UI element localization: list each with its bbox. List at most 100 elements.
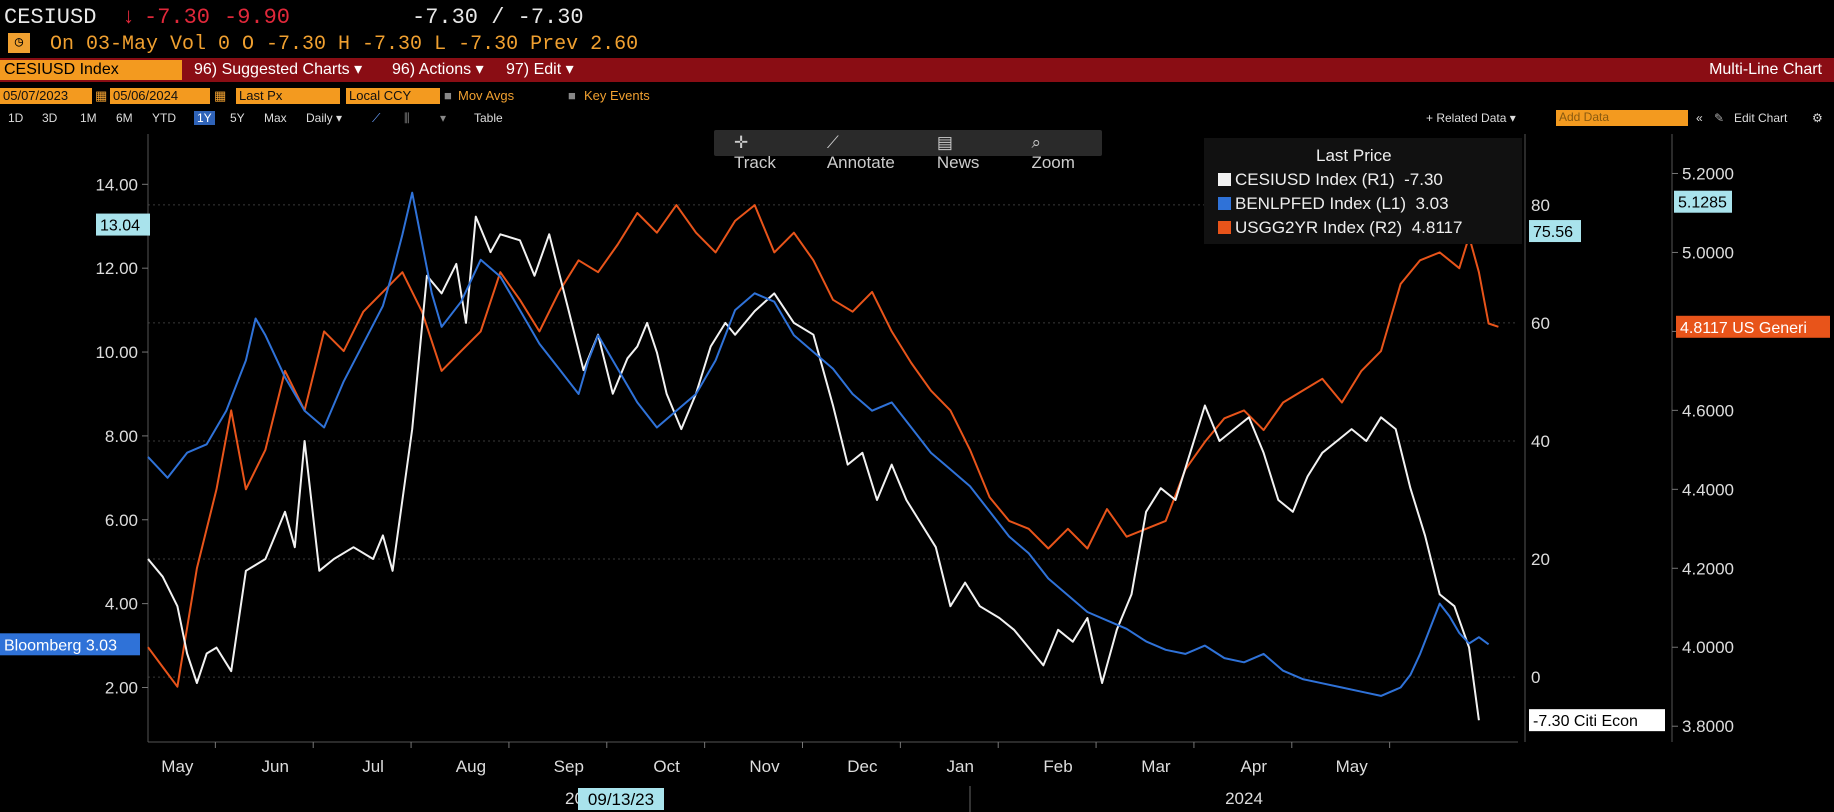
- edit-chart-button[interactable]: Edit Chart: [1734, 111, 1788, 125]
- legend-swatch: [1218, 221, 1231, 234]
- month-label: Jan: [947, 757, 974, 776]
- gear-icon[interactable]: ⚙: [1812, 111, 1823, 125]
- usgg2yr-line: [147, 204, 1499, 688]
- legend-item-benlpfed[interactable]: BENLPFED Index (L1) 3.03: [1218, 194, 1449, 214]
- cesiusd-value-tag: -7.30 Citi Econ: [1533, 713, 1638, 730]
- edit-menu[interactable]: 97) Edit ▾: [506, 61, 574, 78]
- quote-line: On 03-May Vol 0 O -7.30 H -7.30 L -7.30 …: [50, 33, 639, 56]
- r1-tick-label: 40: [1531, 432, 1550, 451]
- currency-select[interactable]: Local CCY: [346, 88, 440, 104]
- calendar-icon[interactable]: ▦: [214, 88, 227, 103]
- legend-label: CESIUSD Index (R1): [1235, 170, 1395, 189]
- legend-item-cesiusd[interactable]: CESIUSD Index (R1) -7.30: [1218, 170, 1443, 190]
- benlpfed-value-tag: Bloomberg 3.03: [4, 637, 117, 654]
- year-label: 2024: [1225, 789, 1263, 808]
- value-tags: -7.30 Citi Econ Bloomberg 3.03 4.8117 US G…: [0, 190, 1830, 732]
- crosshair-date-box: [578, 788, 664, 810]
- news-tool[interactable]: ▤ News: [917, 130, 1012, 172]
- chart-title: Multi-Line Chart: [1709, 61, 1822, 78]
- collapse-icon[interactable]: «: [1696, 111, 1703, 125]
- r2-crosshair-tag-box: [1674, 190, 1732, 213]
- down-arrow-icon: ↓: [122, 5, 136, 30]
- series-lines: [147, 191, 1499, 721]
- legend-value: 3.03: [1415, 194, 1449, 213]
- suggested-charts-menu[interactable]: 96) Suggested Charts ▾: [194, 61, 363, 78]
- month-label: Jul: [362, 757, 384, 776]
- news-icon: ▤: [936, 133, 953, 152]
- legend-item-usgg2yr[interactable]: USGG2YR Index (R2) 4.8117: [1218, 218, 1462, 238]
- security-field[interactable]: CESIUSD Index: [0, 60, 182, 80]
- pencil-icon: ⟋: [826, 133, 839, 152]
- bar-chart-icon[interactable]: ⫼: [404, 111, 410, 125]
- chevron-down-icon[interactable]: ▾: [440, 111, 447, 125]
- month-label: Apr: [1241, 757, 1268, 776]
- net-change: -9.90: [224, 5, 291, 30]
- annotate-tool[interactable]: ⟋ Annotate: [807, 130, 917, 172]
- r2-crosshair-tag: 5.1285: [1678, 195, 1727, 212]
- usgg2yr-value-tag-box: [1676, 315, 1830, 338]
- last-price: -7.30: [144, 5, 211, 30]
- add-data-input[interactable]: Add Data: [1556, 110, 1688, 126]
- l1-tick-label: 14.00: [95, 175, 138, 194]
- month-label: Feb: [1043, 757, 1072, 776]
- period-3d[interactable]: 3D: [42, 111, 58, 125]
- r2-tick-label: 5.2000: [1682, 164, 1734, 183]
- r2-tick-label: 4.4000: [1682, 480, 1734, 499]
- period-1d[interactable]: 1D: [8, 111, 24, 125]
- month-label: May: [161, 757, 194, 776]
- r1-tick-label: 20: [1531, 550, 1550, 569]
- pencil-icon[interactable]: ✎: [1714, 111, 1725, 125]
- legend: Last Price CESIUSD Index (R1) -7.30 BENL…: [1204, 138, 1522, 244]
- crosshair-date: 09/13/23: [588, 790, 654, 809]
- period-6m[interactable]: 6M: [116, 111, 133, 125]
- start-date-field[interactable]: 05/07/2023: [0, 88, 92, 104]
- zoom-tool[interactable]: ⌕ Zoom: [1011, 130, 1102, 172]
- legend-label: USGG2YR Index (R2): [1235, 218, 1403, 237]
- month-label: Sep: [554, 757, 584, 776]
- r1-tick-label: 80: [1531, 196, 1550, 215]
- track-tool[interactable]: ✛ Track: [714, 130, 807, 172]
- l1-tick-label: 10.00: [95, 343, 138, 362]
- month-label: May: [1336, 757, 1369, 776]
- r2-tick-label: 4.6000: [1682, 401, 1734, 420]
- legend-title: Last Price: [1316, 146, 1392, 165]
- multi-line-chart[interactable]: 0 20 40 60 80 2.00 4.00 6.00 8.00 10.00 12.00 14.00…: [0, 128, 1834, 812]
- table-button[interactable]: Table: [474, 111, 503, 125]
- l1-tick-label: 2.00: [105, 678, 138, 697]
- period-5y[interactable]: 5Y: [230, 111, 245, 125]
- quote-detail: ◷ On 03-May Vol 0 O -7.30 H -7.30 L -7.3…: [0, 30, 1834, 56]
- crosshair-icon: ✛: [734, 133, 749, 152]
- frequency-select[interactable]: Daily ▾: [306, 111, 343, 125]
- ticker-symbol: CESIUSD: [4, 5, 97, 30]
- key-events-label[interactable]: Key Events: [584, 88, 650, 103]
- calendar-icon[interactable]: ▦: [95, 88, 108, 103]
- month-label: Oct: [653, 757, 680, 776]
- r2-tick-label: 4.0000: [1682, 638, 1734, 657]
- field-select[interactable]: Last Px: [236, 88, 340, 104]
- r2-tick-label: 3.8000: [1682, 717, 1734, 736]
- mov-avgs-label[interactable]: Mov Avgs: [458, 88, 515, 103]
- benlpfed-value-tag-box: [0, 633, 140, 656]
- clock-icon[interactable]: ◷: [8, 33, 30, 53]
- r2-tick-label: 4.2000: [1682, 559, 1734, 578]
- key-events-checkbox[interactable]: ■: [568, 88, 576, 103]
- l1-tick-label: 12.00: [95, 259, 138, 278]
- period-1m[interactable]: 1M: [80, 111, 97, 125]
- r1-crosshair-tag: 75.56: [1533, 224, 1573, 241]
- line-chart-icon[interactable]: ⟋: [372, 111, 381, 125]
- related-data-menu[interactable]: + Related Data ▾: [1426, 111, 1516, 125]
- track-label: Track: [734, 153, 776, 172]
- mov-avgs-checkbox[interactable]: ■: [444, 88, 452, 103]
- actions-menu[interactable]: 96) Actions ▾: [392, 61, 484, 78]
- legend-label: BENLPFED Index (L1): [1235, 194, 1407, 213]
- period-1y[interactable]: 1Y: [194, 111, 215, 125]
- axes: 0 20 40 60 80 2.00 4.00 6.00 8.00 10.00 12.00 14.00…: [95, 134, 1734, 812]
- l1-tick-label: 8.00: [105, 427, 138, 446]
- period-ytd[interactable]: YTD: [152, 111, 176, 125]
- news-label: News: [936, 153, 980, 172]
- end-date-field[interactable]: 05/06/2024: [110, 88, 210, 104]
- r1-tick-label: 0: [1531, 668, 1540, 687]
- cesiusd-value-tag-box: [1529, 709, 1665, 732]
- period-max[interactable]: Max: [264, 111, 287, 125]
- legend-value: 4.8117: [1411, 218, 1463, 237]
